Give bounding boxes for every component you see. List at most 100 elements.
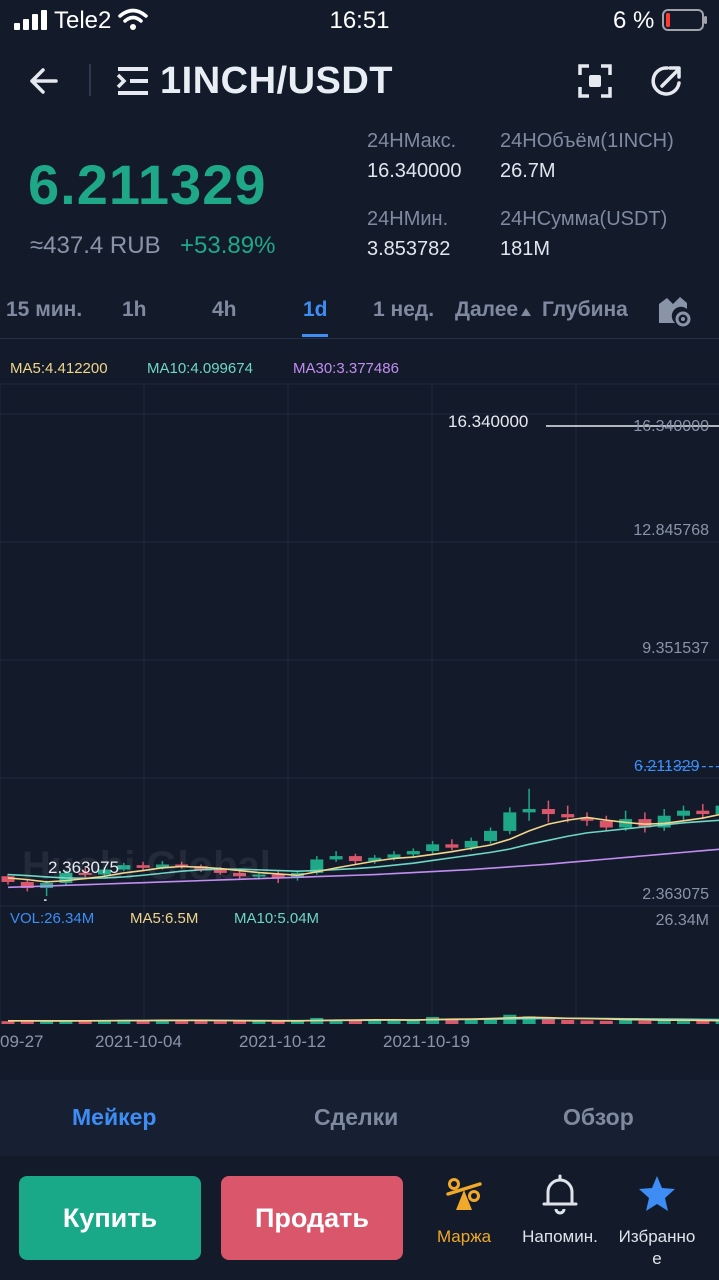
tab-more[interactable]: Далее (455, 298, 532, 322)
tab-1h[interactable]: 1h (122, 298, 147, 321)
tab-15m[interactable]: 15 мин. (6, 298, 83, 321)
volume-bar (1, 1021, 15, 1024)
tab-overview[interactable]: Обзор (563, 1104, 634, 1130)
volume-bar (715, 1021, 719, 1024)
tab-depth[interactable]: Глубина (542, 298, 628, 321)
triangle-icon (521, 308, 532, 316)
stat-value: 3.853782 (367, 238, 451, 260)
volume-bar (657, 1019, 671, 1024)
star-icon (639, 1176, 675, 1211)
candle-body (78, 872, 92, 875)
volume-bar (291, 1020, 304, 1024)
high-marker: 16.340000 (448, 412, 529, 431)
tab-1d[interactable]: 1d (303, 298, 328, 321)
kline-canvas[interactable] (0, 340, 719, 1070)
stat-value: 181M (500, 238, 551, 260)
candle-body (484, 830, 497, 841)
stat-24h-high: 24HМакс. 16.340000 (367, 130, 462, 183)
volume-bar (78, 1020, 92, 1024)
tab-maker[interactable]: Мейкер (72, 1104, 157, 1130)
tab-4h[interactable]: 4h (212, 298, 237, 321)
candle-body (445, 844, 459, 848)
back-arrow-icon[interactable] (26, 62, 64, 100)
y-tick-label: 2.363075 (642, 886, 709, 903)
candle-body (406, 851, 420, 855)
volume-bar (40, 1020, 54, 1024)
candle-body (20, 881, 34, 889)
volume-bar (638, 1020, 652, 1024)
volume-bar (368, 1020, 382, 1024)
volume-bar (252, 1021, 266, 1024)
candle-body (136, 865, 150, 868)
battery-percent: 6 % (613, 7, 655, 34)
ma10-line (7, 819, 719, 880)
status-bar: Tele2 16:51 6 % (0, 0, 719, 40)
volume-bar (484, 1018, 497, 1024)
active-tab-indicator (302, 334, 328, 337)
tab-more-label: Далее (455, 298, 519, 321)
alerts-button[interactable]: Напомин. (512, 1172, 608, 1248)
tab-1w[interactable]: 1 нед. (373, 298, 435, 321)
x-axis-strip (0, 1024, 719, 1060)
candle-body (715, 805, 719, 815)
ma30-legend: MA30:3.377486 (293, 360, 399, 377)
candle-body (619, 819, 633, 828)
volume-bar (155, 1020, 169, 1024)
pair-title[interactable]: 1INCH/USDT (160, 60, 394, 102)
candle-body (175, 864, 189, 867)
volume-bar (98, 1020, 111, 1024)
tab-trades[interactable]: Сделки (314, 1104, 399, 1130)
stat-24h-amount: 24HСумма(USDT) 181M (500, 208, 667, 261)
vol-ma10-legend: MA10:5.04M (234, 910, 320, 927)
pair-list-icon[interactable] (116, 66, 150, 96)
last-price: 6.211329 (28, 153, 267, 216)
sell-button[interactable]: Продать (221, 1176, 403, 1260)
action-bar: Купить Продать Маржа Напомин. Избранно е (0, 1158, 719, 1280)
volume-bar (387, 1020, 401, 1024)
stat-value: 16.340000 (367, 160, 462, 182)
volume-bar (445, 1019, 459, 1024)
y-tick-label: 12.845768 (633, 522, 709, 539)
candle-body (599, 820, 613, 828)
favorites-button[interactable]: Избранно е (609, 1172, 705, 1270)
x-tick-label: 2021-10-19 (383, 1032, 470, 1051)
candle-body (348, 856, 362, 862)
candle-body (464, 840, 478, 848)
buy-button[interactable]: Купить (19, 1176, 201, 1260)
interval-tabs: 15 мин. 1h 4h 1d 1 нед. Далее Глубина (0, 290, 719, 338)
focus-scan-icon[interactable] (576, 62, 614, 100)
stat-label: 24HМакс. (367, 130, 457, 152)
candle-body (1, 876, 15, 882)
volume-bar (136, 1020, 150, 1024)
candle-body (368, 857, 382, 862)
battery-icon (662, 9, 707, 31)
candle-body (638, 819, 652, 828)
vol-legend: VOL:26.34M (10, 910, 95, 927)
x-tick-label: 09-27 (0, 1032, 44, 1051)
y-tick-label: 9.351537 (642, 640, 709, 657)
kline-chart[interactable]: Huobi Global MA5:4.412200 MA10:4.099674 … (0, 340, 719, 1070)
volume-bar (175, 1020, 189, 1024)
vol-max-label: 26.34M (655, 912, 709, 929)
margin-button[interactable]: Маржа (416, 1172, 512, 1248)
share-icon[interactable] (648, 62, 686, 100)
candle-body (98, 869, 111, 875)
candle-body (310, 859, 324, 873)
favorites-label-line1: Избранно (618, 1227, 696, 1246)
volume-bar (599, 1020, 613, 1024)
candle-body (117, 865, 131, 870)
alerts-label: Напомин. (522, 1227, 598, 1246)
stat-value: 26.7M (500, 160, 556, 182)
low-marker: 2.363075 (48, 858, 119, 877)
chart-settings-icon[interactable] (656, 292, 692, 328)
candle-body (271, 874, 285, 878)
volume-bar (561, 1019, 575, 1024)
candle-body (387, 854, 401, 858)
ma10-legend: MA10:4.099674 (147, 360, 253, 377)
favorites-label-line2: е (652, 1249, 662, 1268)
carrier-name: Tele2 (54, 7, 112, 34)
candle-body (541, 809, 555, 815)
volume-bar (348, 1020, 362, 1024)
favorites-label: Избранно е (609, 1226, 705, 1270)
candle-body (677, 810, 690, 816)
